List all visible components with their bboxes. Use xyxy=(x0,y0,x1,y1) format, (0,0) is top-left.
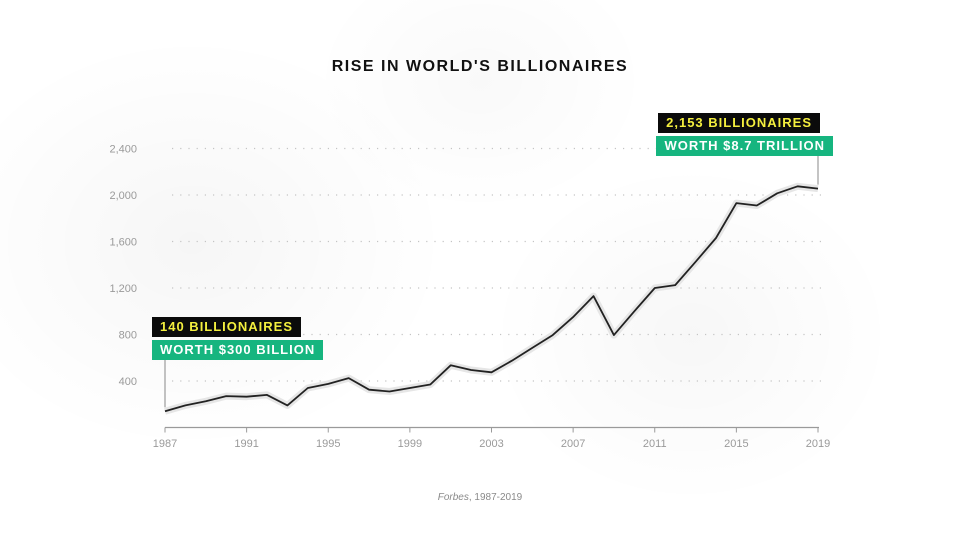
callout-end-count: 2,153 BILLIONAIRES xyxy=(658,113,820,133)
series-line xyxy=(164,185,819,413)
source-note: Forbes, 1987-2019 xyxy=(0,492,960,503)
x-tick-label: 2003 xyxy=(479,438,503,450)
x-tick-label: 2007 xyxy=(561,438,585,450)
x-tick-label: 1991 xyxy=(234,438,258,450)
y-axis-labels: 400 800 1,200 1,600 2,000 2,400 xyxy=(109,144,137,389)
callout-leaders xyxy=(164,155,819,408)
y-tick-label: 1,200 xyxy=(109,283,137,295)
x-tick-label: 2015 xyxy=(724,438,748,450)
chart-title: RISE IN WORLD'S BILLIONAIRES xyxy=(331,58,629,75)
y-tick-label: 2,000 xyxy=(109,190,137,202)
x-tick-label: 1999 xyxy=(398,438,422,450)
callout-start-count: 140 BILLIONAIRES xyxy=(152,317,302,337)
callout-start-worth: WORTH $300 BILLION xyxy=(152,340,324,360)
x-tick-label: 1987 xyxy=(153,438,177,450)
y-tick-label: 400 xyxy=(119,376,137,388)
source-years: , 1987-2019 xyxy=(468,492,523,503)
callout-end-worth: WORTH $8.7 TRILLION xyxy=(656,136,833,156)
x-tick-label: 2019 xyxy=(806,438,830,450)
series-line-halo xyxy=(164,182,819,415)
y-tick-label: 2,400 xyxy=(109,144,137,156)
y-tick-label: 800 xyxy=(119,330,137,342)
series-layer xyxy=(164,182,819,415)
y-tick-label: 1,600 xyxy=(109,237,137,249)
callout-end: 2,153 BILLIONAIRES WORTH $8.7 TRILLION xyxy=(653,113,833,156)
x-tick-label: 2011 xyxy=(643,438,667,450)
x-axis: 1987 1991 1995 1999 2003 2007 2011 2015 2019 xyxy=(153,426,830,450)
x-tick-label: 1995 xyxy=(316,438,340,450)
source-name: Forbes xyxy=(437,492,469,503)
callout-start: 140 BILLIONAIRES WORTH $300 BILLION xyxy=(152,317,324,360)
